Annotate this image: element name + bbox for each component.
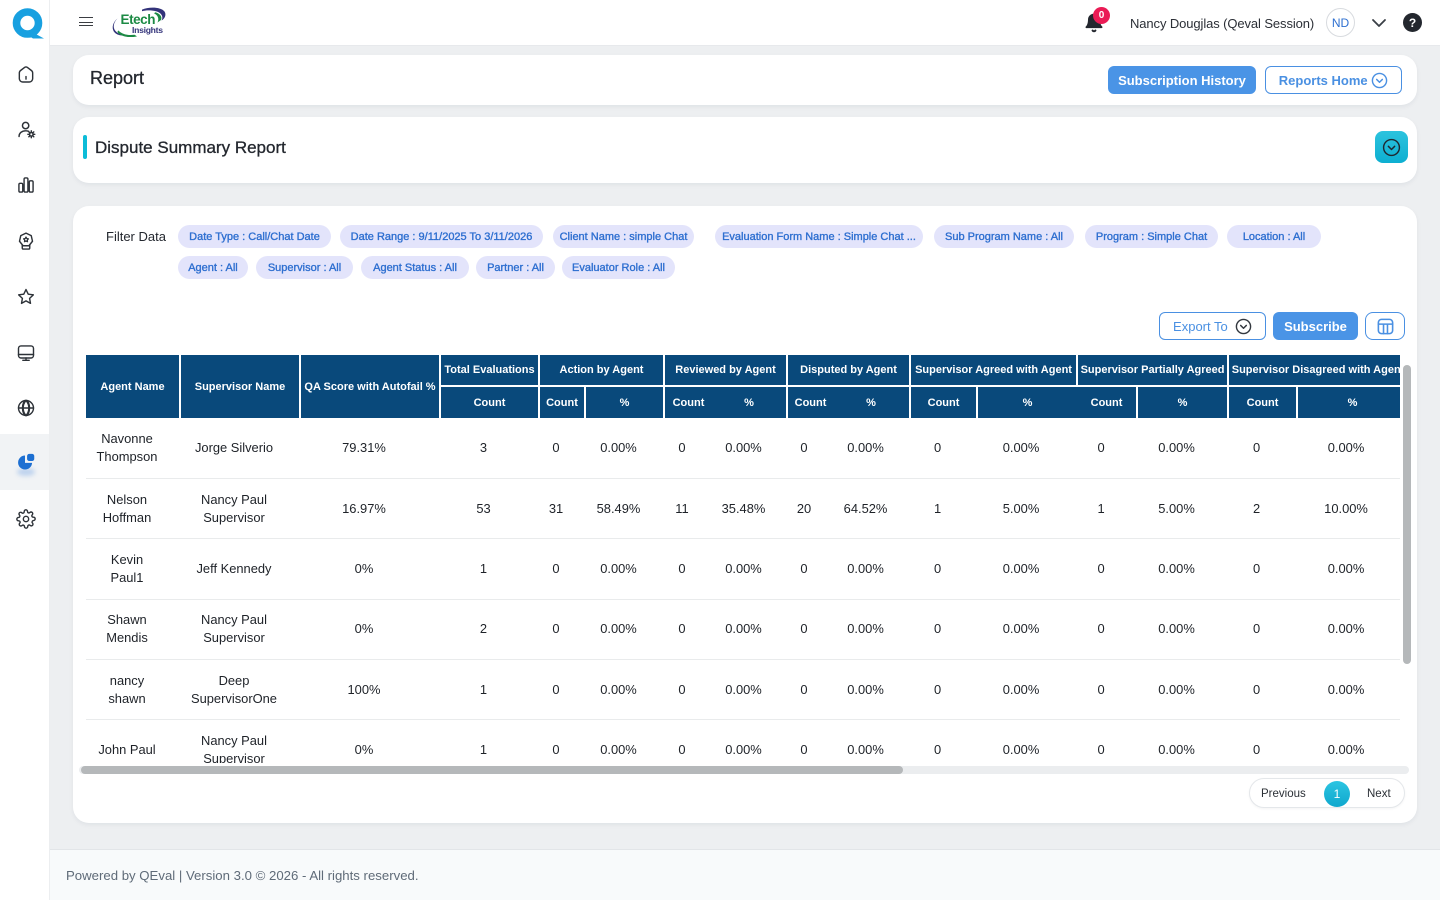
svg-text:Insights: Insights bbox=[132, 25, 163, 35]
svg-text:Etech: Etech bbox=[121, 12, 156, 27]
